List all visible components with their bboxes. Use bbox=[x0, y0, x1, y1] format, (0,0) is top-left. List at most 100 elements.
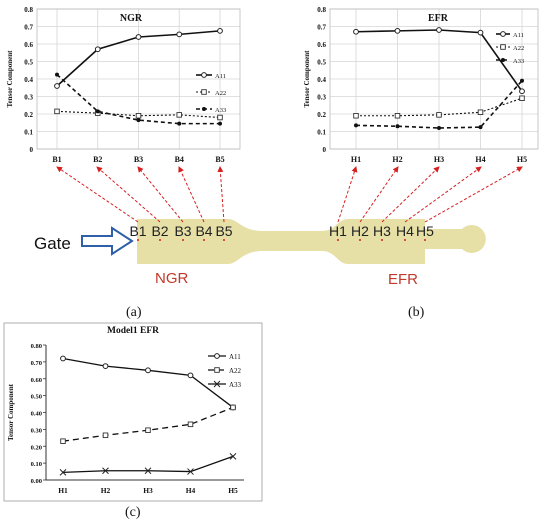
efr-legend-marker bbox=[500, 31, 506, 37]
diagram-point-H1 bbox=[337, 239, 339, 241]
model1-series-A11-line bbox=[62, 357, 234, 408]
model1-ytick-label: 0.00 bbox=[31, 478, 42, 485]
efr-legend-marker bbox=[501, 58, 505, 62]
diagram-point-H3 bbox=[381, 239, 383, 241]
diagram-label-H1: H1 bbox=[329, 223, 347, 239]
ngr-ytick-label: 0.5 bbox=[24, 59, 33, 67]
model1-xtick-label: H5 bbox=[228, 486, 238, 495]
efr-legend-marker bbox=[500, 44, 506, 50]
efr-series-A22-point bbox=[436, 112, 442, 118]
ngr-region-label: NGR bbox=[155, 270, 189, 287]
diagram-label-H4: H4 bbox=[396, 223, 414, 239]
ngr-series-A11-point bbox=[176, 31, 183, 38]
model1-series-A33-point bbox=[102, 467, 109, 475]
efr-ytick-label: 0.1 bbox=[317, 129, 326, 137]
efr-xtick-label: H1 bbox=[351, 155, 361, 164]
efr-series-A22-point bbox=[394, 112, 401, 119]
efr-xtick-label: H2 bbox=[392, 155, 402, 164]
dashed-arrow-B1 bbox=[56, 166, 139, 223]
model1-series-A11-point bbox=[145, 367, 151, 374]
ngr-legend-label: A22 bbox=[215, 90, 226, 97]
efr-ytick-label: 0.6 bbox=[317, 41, 326, 49]
dashed-arrow-H4 bbox=[404, 166, 482, 223]
efr-series-A33-point bbox=[354, 123, 358, 128]
model1-xtick-label: H2 bbox=[101, 486, 111, 495]
model1-ylabel: Tensor Component bbox=[7, 383, 15, 441]
diagram-label-H3: H3 bbox=[373, 223, 391, 239]
model1-legend-marker bbox=[213, 380, 221, 388]
model1-series-A22-point bbox=[145, 427, 151, 433]
ngr-series-A33-point bbox=[218, 121, 222, 126]
caption-a: (a) bbox=[126, 305, 142, 320]
ngr-series-A11-point bbox=[135, 34, 142, 40]
ngr-series-A22-point bbox=[176, 112, 182, 118]
model1-ytick-label: 0.60 bbox=[31, 377, 42, 384]
model1-legend-label: A11 bbox=[229, 353, 241, 361]
diagram-label-B1: B1 bbox=[129, 223, 146, 239]
model1-series-A11-point bbox=[102, 363, 109, 369]
ngr-ytick-label: 0.8 bbox=[24, 6, 33, 14]
ngr-xtick-label: B3 bbox=[134, 155, 143, 164]
efr-legend-label: A11 bbox=[513, 32, 524, 39]
model1-legend-marker bbox=[214, 367, 220, 373]
efr-ytick-label: 0.7 bbox=[317, 24, 326, 32]
diagram-point-B2 bbox=[159, 239, 161, 241]
specimen-shape bbox=[137, 219, 486, 264]
efr-legend-label: A33 bbox=[513, 58, 524, 65]
model1-ytick-label: 0.50 bbox=[31, 394, 42, 401]
model1-ytick-label: 0.70 bbox=[31, 360, 42, 367]
ngr-ytick-label: 0.2 bbox=[24, 111, 33, 119]
efr-series-A33-point bbox=[395, 124, 400, 129]
model1-xtick-label: H4 bbox=[186, 486, 196, 495]
model1-legend-label: A33 bbox=[229, 381, 242, 389]
diagram-point-B5 bbox=[223, 239, 225, 241]
ngr-series-A33-line bbox=[56, 74, 220, 125]
ngr-ytick-label: 0.7 bbox=[24, 24, 33, 32]
gate-arrow-shape bbox=[81, 226, 134, 256]
ngr-series-A33-point bbox=[136, 118, 141, 123]
ngr-xtick-label: B5 bbox=[215, 155, 224, 164]
ngr-xtick-label: B4 bbox=[175, 155, 184, 164]
dashed-arrow-B5 bbox=[217, 166, 225, 223]
ngr-ytick-label: 0 bbox=[30, 146, 34, 154]
ngr-plot-frame bbox=[36, 8, 241, 150]
efr-series-A11-point bbox=[436, 27, 442, 33]
efr-xtick-label: H5 bbox=[517, 155, 527, 164]
model1-series-A33-point bbox=[144, 467, 152, 475]
diagram-point-B3 bbox=[182, 239, 184, 241]
efr-series-A33-point bbox=[520, 78, 524, 83]
ngr-series-A11-point bbox=[54, 83, 60, 89]
model1-xtick-label: H1 bbox=[58, 486, 68, 495]
chart-model1-efr: 0.00 0.10 0.20 0.30 0.40 0.50 0.60 0.70 0.80 H1 H2… bbox=[3, 322, 263, 502]
dashed-arrow-B4 bbox=[178, 166, 205, 223]
efr-series-A11-point bbox=[394, 27, 401, 34]
ngr-legend-label: A33 bbox=[215, 107, 226, 114]
efr-legend-label: A22 bbox=[513, 45, 524, 52]
diagram-point-H5 bbox=[424, 239, 426, 241]
ngr-legend-marker bbox=[201, 72, 207, 78]
caption-c: (c) bbox=[125, 505, 141, 520]
ngr-series-A33-point bbox=[95, 109, 100, 114]
ngr-xtick-label: B1 bbox=[52, 155, 61, 164]
efr-series-A33-point bbox=[478, 125, 483, 130]
model1-series-A33-point bbox=[229, 453, 237, 460]
diagram-label-B2: B2 bbox=[151, 223, 168, 239]
model1-ytick-label: 0.40 bbox=[31, 411, 42, 418]
diagram-label-H5: H5 bbox=[416, 223, 434, 239]
model1-title: Model1 EFR bbox=[107, 326, 159, 336]
efr-ylabel: Tensor Component bbox=[303, 50, 311, 108]
model1-series-A22-point bbox=[102, 432, 109, 439]
efr-region-label: EFR bbox=[388, 271, 418, 288]
efr-series-A22-point bbox=[519, 95, 525, 101]
model1-legend-marker bbox=[214, 353, 220, 359]
ngr-legend-label: A11 bbox=[215, 73, 226, 80]
model1-ytick-label: 0.10 bbox=[31, 461, 42, 468]
model1-series-A22-line bbox=[62, 406, 234, 442]
efr-series-A11-point bbox=[353, 28, 359, 35]
chart-ngr: 0 0.1 0.2 0.3 0.4 0.5 0.6 0.7 0.8 B1 B2 B3 B4 B5 A11 A2… bbox=[6, 6, 241, 164]
efr-ytick-label: 0.8 bbox=[317, 6, 326, 14]
gate-arrow bbox=[81, 226, 134, 256]
efr-series-A22-point bbox=[477, 109, 484, 115]
dashed-arrow-H1 bbox=[337, 166, 358, 223]
